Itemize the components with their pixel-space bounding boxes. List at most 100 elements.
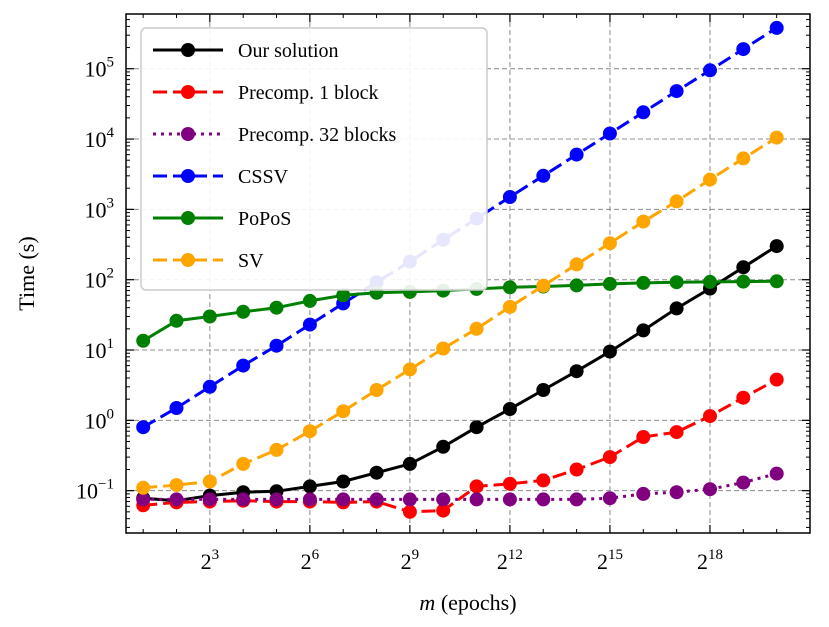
y-axis-label: Time (s) bbox=[14, 236, 39, 310]
x-tick-base: 2 bbox=[597, 549, 608, 574]
data-point bbox=[402, 456, 417, 471]
data-point bbox=[569, 492, 584, 507]
data-point bbox=[602, 491, 617, 506]
y-tick-exp: 3 bbox=[107, 195, 115, 211]
data-point bbox=[602, 276, 617, 291]
data-point bbox=[736, 475, 751, 490]
data-point bbox=[536, 492, 551, 507]
y-tick-label: 104 bbox=[85, 125, 115, 152]
series-2 bbox=[136, 466, 784, 507]
data-point bbox=[302, 424, 317, 439]
data-point bbox=[436, 341, 451, 356]
y-tick-base: 10 bbox=[76, 479, 98, 504]
data-point bbox=[169, 478, 184, 493]
data-point bbox=[469, 492, 484, 507]
data-point bbox=[502, 476, 517, 491]
data-point bbox=[302, 479, 317, 494]
y-tick-base: 10 bbox=[85, 338, 107, 363]
data-point bbox=[703, 409, 717, 424]
data-point bbox=[236, 456, 251, 471]
legend-label: PoPoS bbox=[238, 208, 291, 230]
data-point bbox=[736, 42, 751, 57]
data-point bbox=[502, 299, 517, 314]
y-tick-base: 10 bbox=[85, 197, 107, 222]
data-point bbox=[202, 492, 217, 507]
x-tick-label: 26 bbox=[301, 547, 320, 574]
x-tick-base: 2 bbox=[401, 549, 412, 574]
data-point bbox=[169, 401, 184, 415]
data-point bbox=[269, 300, 284, 315]
data-point bbox=[569, 462, 584, 477]
legend-label: Our solution bbox=[238, 40, 339, 62]
data-point bbox=[669, 485, 684, 500]
data-point bbox=[269, 338, 284, 353]
legend: Our solution Precomp. 1 block Precomp. 32 … bbox=[140, 27, 488, 291]
data-point bbox=[336, 288, 351, 303]
x-tick-exp: 12 bbox=[508, 547, 523, 563]
data-point bbox=[569, 278, 584, 293]
data-point bbox=[336, 492, 351, 507]
data-point bbox=[136, 333, 151, 348]
data-point bbox=[636, 323, 651, 338]
x-tick-label: 212 bbox=[497, 547, 523, 574]
data-point bbox=[302, 317, 317, 332]
data-point bbox=[502, 280, 517, 295]
data-point bbox=[769, 130, 784, 145]
y-tick-base: 10 bbox=[85, 268, 107, 293]
legend-label: Precomp. 32 blocks bbox=[238, 124, 397, 146]
y-tick-label: 10−1 bbox=[76, 477, 114, 504]
y-tick-exp: 0 bbox=[107, 406, 115, 422]
data-point bbox=[769, 239, 784, 254]
data-point bbox=[602, 236, 617, 251]
x-tick-exp: 15 bbox=[608, 547, 623, 563]
x-axis-label-var: m bbox=[419, 590, 435, 615]
data-point bbox=[202, 309, 217, 324]
x-axis-label-rest: (epochs) bbox=[435, 590, 516, 615]
data-point bbox=[569, 147, 584, 162]
data-point bbox=[369, 383, 384, 397]
data-point bbox=[236, 358, 251, 373]
y-tick-label: 100 bbox=[85, 406, 115, 433]
plot-frame bbox=[125, 13, 811, 534]
data-point bbox=[302, 492, 317, 507]
data-point bbox=[703, 63, 717, 78]
data-point bbox=[769, 466, 784, 481]
x-tick-exp: 6 bbox=[312, 547, 320, 563]
y-tick-exp: 2 bbox=[107, 266, 115, 282]
data-point bbox=[402, 504, 417, 519]
legend-box bbox=[140, 27, 488, 291]
data-point bbox=[602, 450, 617, 465]
data-point bbox=[636, 486, 651, 501]
x-tick-exp: 3 bbox=[212, 547, 220, 563]
data-point bbox=[536, 383, 551, 397]
data-point bbox=[502, 402, 517, 416]
data-point bbox=[402, 362, 417, 377]
data-point bbox=[636, 214, 651, 229]
legend-label: Precomp. 1 block bbox=[238, 82, 379, 104]
series-1 bbox=[136, 372, 784, 519]
data-point bbox=[436, 439, 451, 454]
data-point bbox=[669, 84, 684, 99]
data-point bbox=[369, 465, 384, 480]
legend-swatch-marker bbox=[181, 169, 195, 183]
data-point bbox=[636, 105, 651, 120]
legend-swatch-marker bbox=[181, 85, 195, 99]
data-point bbox=[636, 275, 651, 290]
legend-swatch-marker bbox=[181, 43, 195, 57]
y-tick-base: 10 bbox=[85, 408, 107, 433]
data-point bbox=[369, 492, 384, 507]
x-tick-base: 2 bbox=[301, 549, 312, 574]
y-tick-exp: −1 bbox=[98, 477, 114, 493]
x-tick-labels: 23 26 29 212 215 218 bbox=[201, 547, 723, 574]
data-point bbox=[736, 390, 751, 405]
y-tick-exp: 4 bbox=[107, 125, 115, 141]
data-point bbox=[302, 293, 317, 308]
data-point bbox=[502, 190, 517, 204]
x-tick-label: 218 bbox=[697, 547, 723, 574]
y-tick-base: 10 bbox=[85, 57, 107, 82]
data-point bbox=[469, 420, 484, 435]
y-tick-base: 10 bbox=[85, 127, 107, 152]
data-point bbox=[436, 503, 451, 518]
data-point bbox=[669, 301, 684, 316]
